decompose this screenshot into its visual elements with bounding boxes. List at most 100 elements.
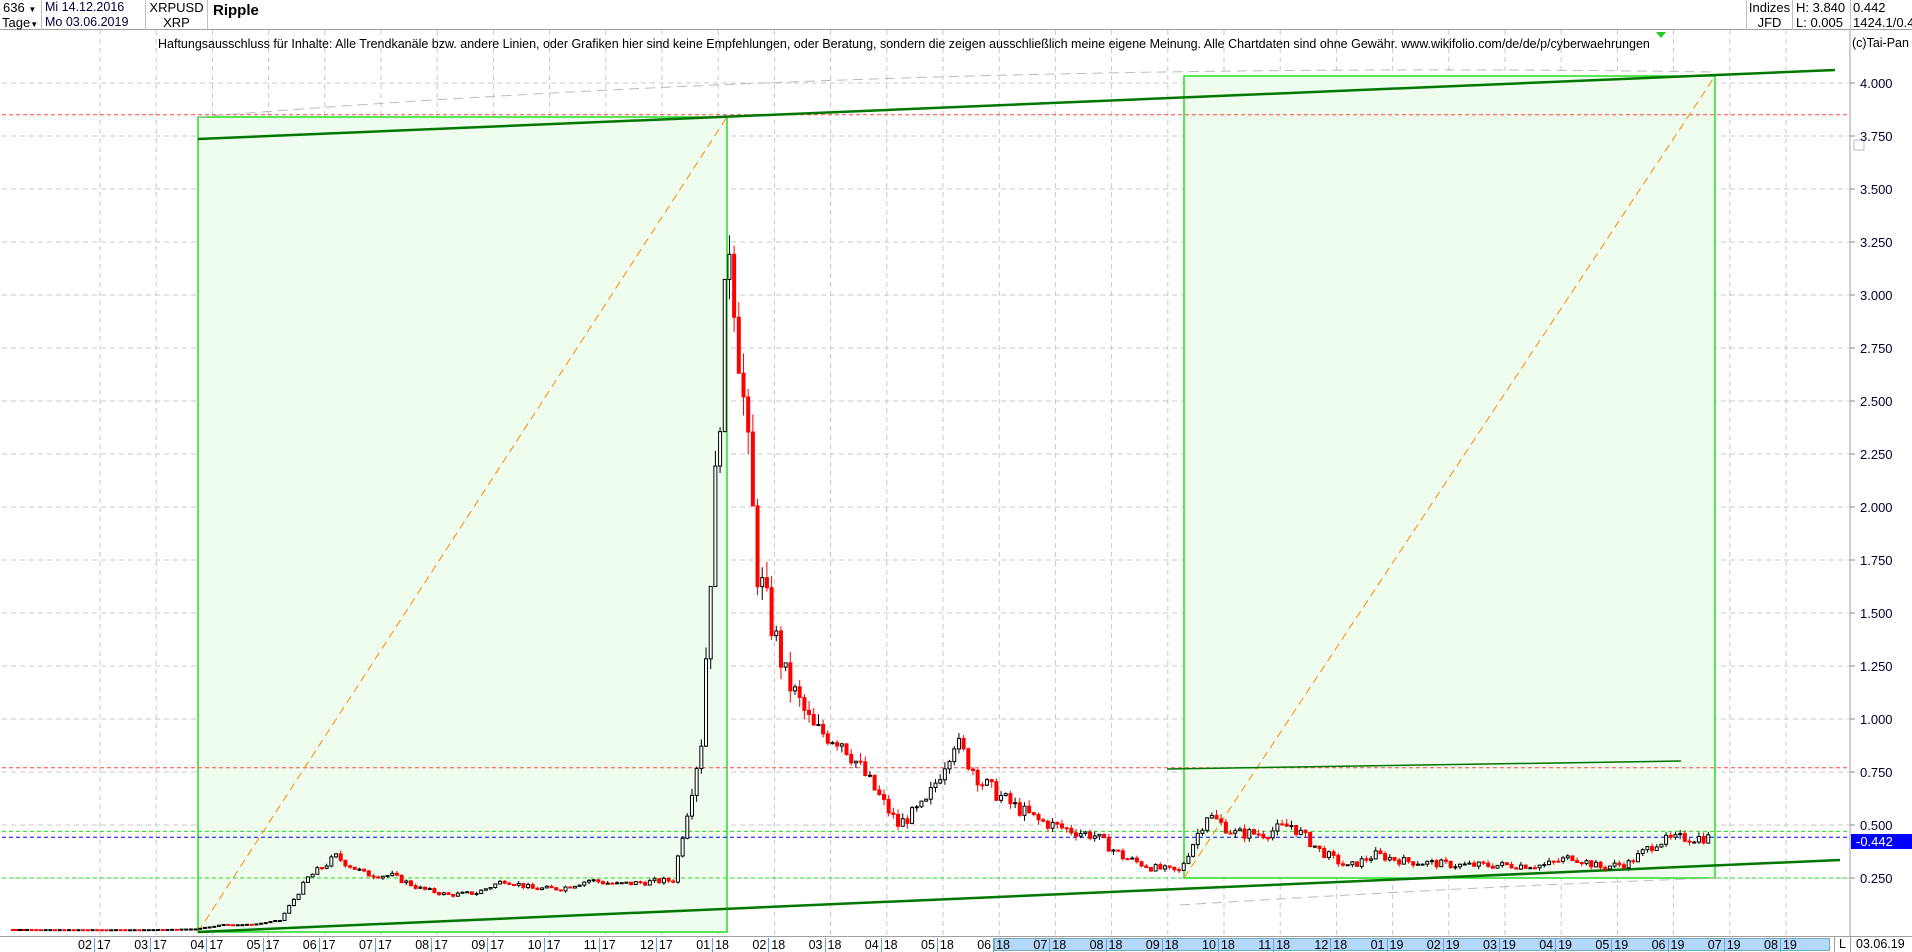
x-tick-label: 08 18 <box>1089 938 1123 952</box>
candle-body <box>727 253 732 280</box>
candle-body <box>1340 863 1345 866</box>
candle-body <box>661 877 666 884</box>
candle-body <box>1326 851 1331 858</box>
candle-body <box>502 880 507 884</box>
symbol-cell: XRPUSD XRP <box>146 0 208 30</box>
candle-body <box>844 743 849 755</box>
candle-body <box>1518 864 1523 870</box>
candle-body <box>512 883 517 886</box>
price-chart[interactable]: 0.250 0.500 0.750 1.000 1.250 1.500 1.750 2.000… <box>0 30 1912 936</box>
candle-body <box>1008 793 1013 805</box>
candle-body <box>1139 861 1144 867</box>
candle-body <box>427 887 432 890</box>
candle-body <box>1472 862 1477 867</box>
candle-body <box>324 865 329 869</box>
x-tick-label: 11 17 <box>583 938 616 952</box>
candle-body <box>914 806 919 809</box>
candle-body <box>1144 865 1149 869</box>
candle-body <box>582 881 587 886</box>
candle-body <box>1598 861 1603 869</box>
y-tick-label: 1.750 <box>1860 553 1893 568</box>
candle-body <box>1003 793 1008 796</box>
candle-body <box>699 745 704 770</box>
candle-body <box>1289 825 1294 828</box>
x-tick-label: 06 19 <box>1651 938 1685 952</box>
candle-body <box>460 891 465 894</box>
candle-body <box>212 925 217 928</box>
candle-body <box>1542 864 1547 867</box>
candle-body <box>980 784 985 787</box>
x-tick-label: 04 19 <box>1539 938 1572 952</box>
candle-body <box>1523 864 1528 869</box>
x-tick-label: 11 18 <box>1258 938 1291 952</box>
candle-body <box>938 779 943 784</box>
x-tick-label: 09 17 <box>471 938 505 952</box>
candle-body <box>277 919 282 922</box>
candle-body <box>1111 849 1116 852</box>
candle-body <box>1097 833 1102 837</box>
candle-body <box>1284 823 1289 827</box>
candle-body <box>1233 830 1238 834</box>
candle-body <box>1369 858 1374 861</box>
scrollbar[interactable] <box>994 938 1830 951</box>
candle-body <box>221 923 226 926</box>
candle-body <box>1514 867 1519 870</box>
candle-body <box>1650 846 1655 851</box>
candle-body <box>1228 832 1233 835</box>
candle-body <box>1654 846 1659 851</box>
candle-body <box>1659 843 1664 848</box>
candle-body <box>338 853 343 861</box>
y-tick-label: 1.250 <box>1860 659 1893 674</box>
candle-body <box>1130 857 1135 860</box>
candle-body <box>273 920 278 923</box>
candle-body <box>619 882 624 885</box>
candle-body <box>151 929 156 932</box>
date-from[interactable]: Mi 14.12.2016 <box>42 0 146 15</box>
x-tick-label: 04 17 <box>190 938 224 952</box>
candle-body <box>1565 855 1570 859</box>
candle-body <box>615 882 620 885</box>
candle-body <box>947 761 952 770</box>
candle-body <box>249 923 254 926</box>
candle-body <box>1406 857 1411 863</box>
candle-body <box>334 853 339 858</box>
candle-body <box>165 928 170 931</box>
candle-body <box>1317 845 1322 850</box>
candle-body <box>235 924 240 927</box>
candle-body <box>1102 833 1107 839</box>
diagonal-line <box>197 116 728 933</box>
candle-body <box>156 929 161 932</box>
candle-body <box>1425 860 1430 865</box>
candle-body <box>310 873 315 878</box>
x-tick-label: 05 19 <box>1595 938 1629 952</box>
candle-body <box>259 922 264 925</box>
x-tick-label: 10 17 <box>527 938 561 952</box>
date-to[interactable]: Mo 03.06.2019 <box>42 15 146 30</box>
candle-body <box>1682 833 1687 842</box>
candle-body <box>544 885 549 889</box>
y-tick-label: 3.750 <box>1860 129 1893 144</box>
candle-body <box>736 316 741 374</box>
chevron-down-icon: ▼ <box>30 20 39 29</box>
candle-body <box>975 769 980 786</box>
candle-body <box>1059 823 1064 829</box>
candle-body <box>577 884 582 887</box>
x-tick-label: 05 18 <box>921 938 954 952</box>
candle-body <box>966 748 971 770</box>
candle-body <box>1547 860 1552 866</box>
candle-body <box>1153 864 1158 872</box>
copyright-label: (c)Tai-Pan <box>1852 36 1909 50</box>
period-dropdown[interactable]: Tage▼ <box>0 15 42 30</box>
candle-body <box>910 807 915 824</box>
candle-body <box>596 879 601 883</box>
candle-body <box>137 929 142 932</box>
candle-body <box>48 929 53 932</box>
candle-body <box>174 928 179 931</box>
x-tick-label: 08 19 <box>1764 938 1797 952</box>
candle-body <box>1031 812 1036 815</box>
candle-body <box>348 865 353 868</box>
mode-label[interactable]: L <box>1834 937 1850 952</box>
candle-body <box>1167 865 1172 868</box>
candle-body <box>226 923 231 926</box>
count-dropdown[interactable]: 636 ▼ <box>0 0 42 15</box>
